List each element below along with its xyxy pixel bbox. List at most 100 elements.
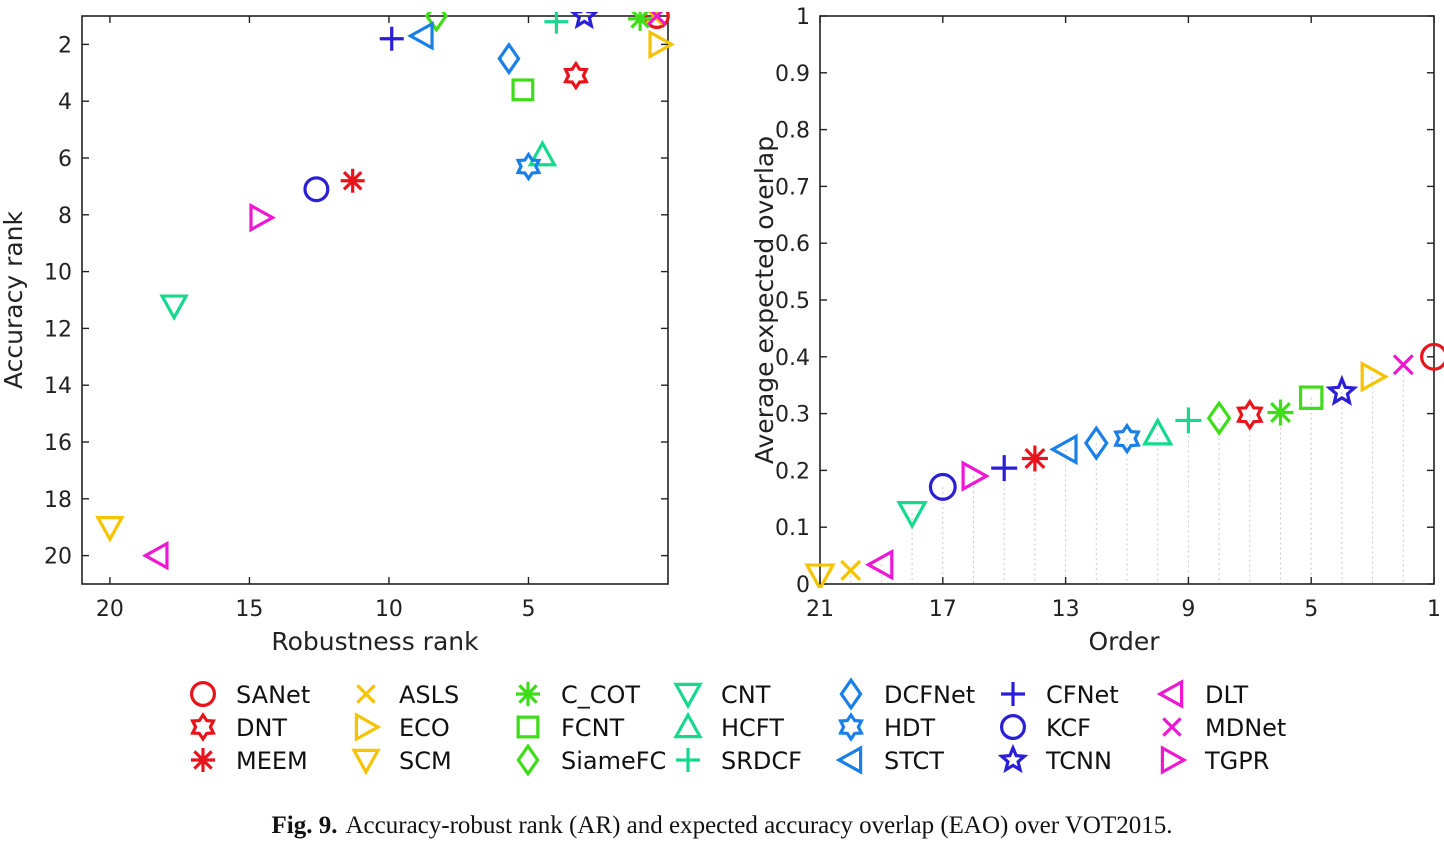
x-tick-label: 21	[806, 597, 834, 622]
point-C_COT	[628, 12, 653, 31]
legend-label: DCFNet	[884, 681, 975, 709]
legend-item-KCF: KCF	[999, 713, 1091, 742]
x-tick-label: 15	[235, 597, 263, 622]
y-tick-label: 8	[58, 204, 72, 229]
point-SRDCF	[544, 12, 569, 34]
point-HDT	[515, 151, 542, 182]
legend-label: TCNN	[1045, 747, 1112, 775]
legend-item-SCM: SCM	[351, 747, 452, 776]
x-tick-label: 10	[375, 597, 403, 622]
y-tick-label: 0.1	[775, 516, 810, 541]
legend-item-SANet: SANet	[190, 680, 310, 709]
x-tick-label: 1	[1427, 597, 1441, 622]
point-MDNet	[647, 12, 667, 26]
point-TCNN	[570, 12, 599, 30]
y-tick-label: 0.3	[775, 403, 810, 428]
x-axis-label: Order	[1088, 627, 1160, 656]
legend-label: TGPR	[1204, 747, 1269, 775]
legend-label: ECO	[399, 714, 450, 742]
y-tick-label: 20	[44, 545, 72, 570]
point-MDNet	[1392, 354, 1414, 376]
point-CNT	[896, 501, 928, 530]
legend-label: SANet	[236, 681, 310, 709]
point-CFNet	[991, 455, 1018, 482]
legend-label: SRDCF	[721, 747, 802, 775]
y-axis-label: Accuracy rank	[0, 210, 28, 389]
legend-label: C_COT	[561, 681, 640, 709]
y-tick-label: 2	[58, 33, 72, 58]
legend-item-HCFT: HCFT	[673, 711, 784, 742]
x-tick-label: 20	[96, 597, 124, 622]
legend-label: FCNT	[561, 714, 625, 742]
legend-item-HDT: HDT	[838, 712, 936, 742]
point-C_COT	[1267, 399, 1294, 426]
legend-item-DNT: DNT	[190, 712, 287, 742]
y-tick-label: 6	[58, 147, 72, 172]
point-SCM	[804, 563, 836, 588]
point-SiameFC	[424, 12, 448, 33]
y-tick-label: 0.7	[775, 175, 810, 200]
legend-label: HCFT	[721, 714, 784, 742]
point-FCNT	[511, 78, 535, 102]
y-tick-label: 4	[58, 90, 72, 115]
point-ASLS	[644, 12, 664, 26]
legend-item-SRDCF: SRDCF	[676, 747, 802, 775]
x-tick-label: 13	[1052, 597, 1080, 622]
point-ASLS	[840, 559, 862, 581]
axes-frame	[81, 15, 669, 585]
point-SRDCF	[1175, 407, 1202, 434]
point-HDT	[1113, 422, 1141, 455]
figure-caption: Fig. 9. Accuracy-robust rank (AR) and exp…	[0, 812, 1444, 840]
caption-label: Fig. 9.	[271, 812, 338, 839]
point-ECO	[648, 29, 675, 60]
caption-text: Accuracy-robust rank (AR) and expected a…	[345, 812, 1173, 839]
legend-label: HDT	[884, 714, 936, 742]
legend-item-ECO: ECO	[354, 712, 450, 742]
point-KCF	[928, 472, 957, 501]
y-axis-label: Average expected overlap	[750, 136, 779, 464]
legend-item-SiameFC: SiameFC	[516, 743, 666, 777]
y-tick-label: 10	[44, 261, 72, 286]
legend-item-DLT: DLT	[1156, 679, 1249, 709]
point-HCFT	[527, 139, 558, 167]
chart-panel-1: 20 15 10 5 2 4 6 8 10 12 14 16 18 20 Robustness rank Ac…	[0, 12, 675, 656]
chart-panel-2: 21 17 13 9 5 1 0 0.1 0.2 0.3 0.4 0.5 0.6 0.7 0.8 0.9 1 Or…	[750, 5, 1444, 656]
legend-item-TCNN: TCNN	[997, 743, 1112, 775]
points-layer	[804, 342, 1444, 588]
point-ECO	[1360, 360, 1389, 393]
point-MEEM	[1021, 445, 1048, 472]
legend-label: SCM	[399, 747, 452, 775]
point-SANet	[1420, 342, 1444, 371]
legend-item-ASLS: ASLS	[356, 681, 459, 709]
legend-item-CNT: CNT	[673, 681, 771, 710]
legend-label: CFNet	[1046, 681, 1119, 709]
y-tick-label: 0.6	[775, 232, 810, 257]
y-tick-label: 14	[44, 374, 72, 399]
y-tick-label: 1	[796, 5, 810, 30]
point-TGPR	[249, 202, 276, 233]
legend-item-MDNet: MDNet	[1162, 714, 1286, 742]
legend-label: DLT	[1205, 681, 1249, 709]
legend-label: STCT	[884, 747, 944, 775]
point-STCT	[1049, 433, 1078, 466]
legend-label: KCF	[1046, 714, 1091, 742]
legend-item-MEEM: MEEM	[191, 747, 308, 775]
point-DCFNet	[497, 41, 521, 76]
point-SiameFC	[1206, 400, 1232, 436]
y-tick-label: 0	[796, 573, 810, 598]
y-tick-label: 12	[44, 317, 72, 342]
legend-label: DNT	[236, 714, 287, 742]
point-TCNN	[1325, 374, 1359, 406]
y-tick-label: 16	[44, 431, 72, 456]
y-tick-label: 0.8	[775, 119, 810, 144]
point-FCNT	[1298, 385, 1324, 410]
point-TGPR	[961, 460, 990, 492]
point-SANet	[643, 12, 670, 29]
legend-label: CNT	[721, 681, 771, 709]
x-tick-label: 5	[1304, 597, 1318, 622]
point-CNT	[159, 294, 189, 321]
point-MEEM	[340, 168, 365, 193]
legend: SANet DNT MEEM ASLS ECO SCM C_COT FCNT SiameFC CN…	[190, 677, 1286, 777]
legend-label: SiameFC	[561, 747, 666, 775]
